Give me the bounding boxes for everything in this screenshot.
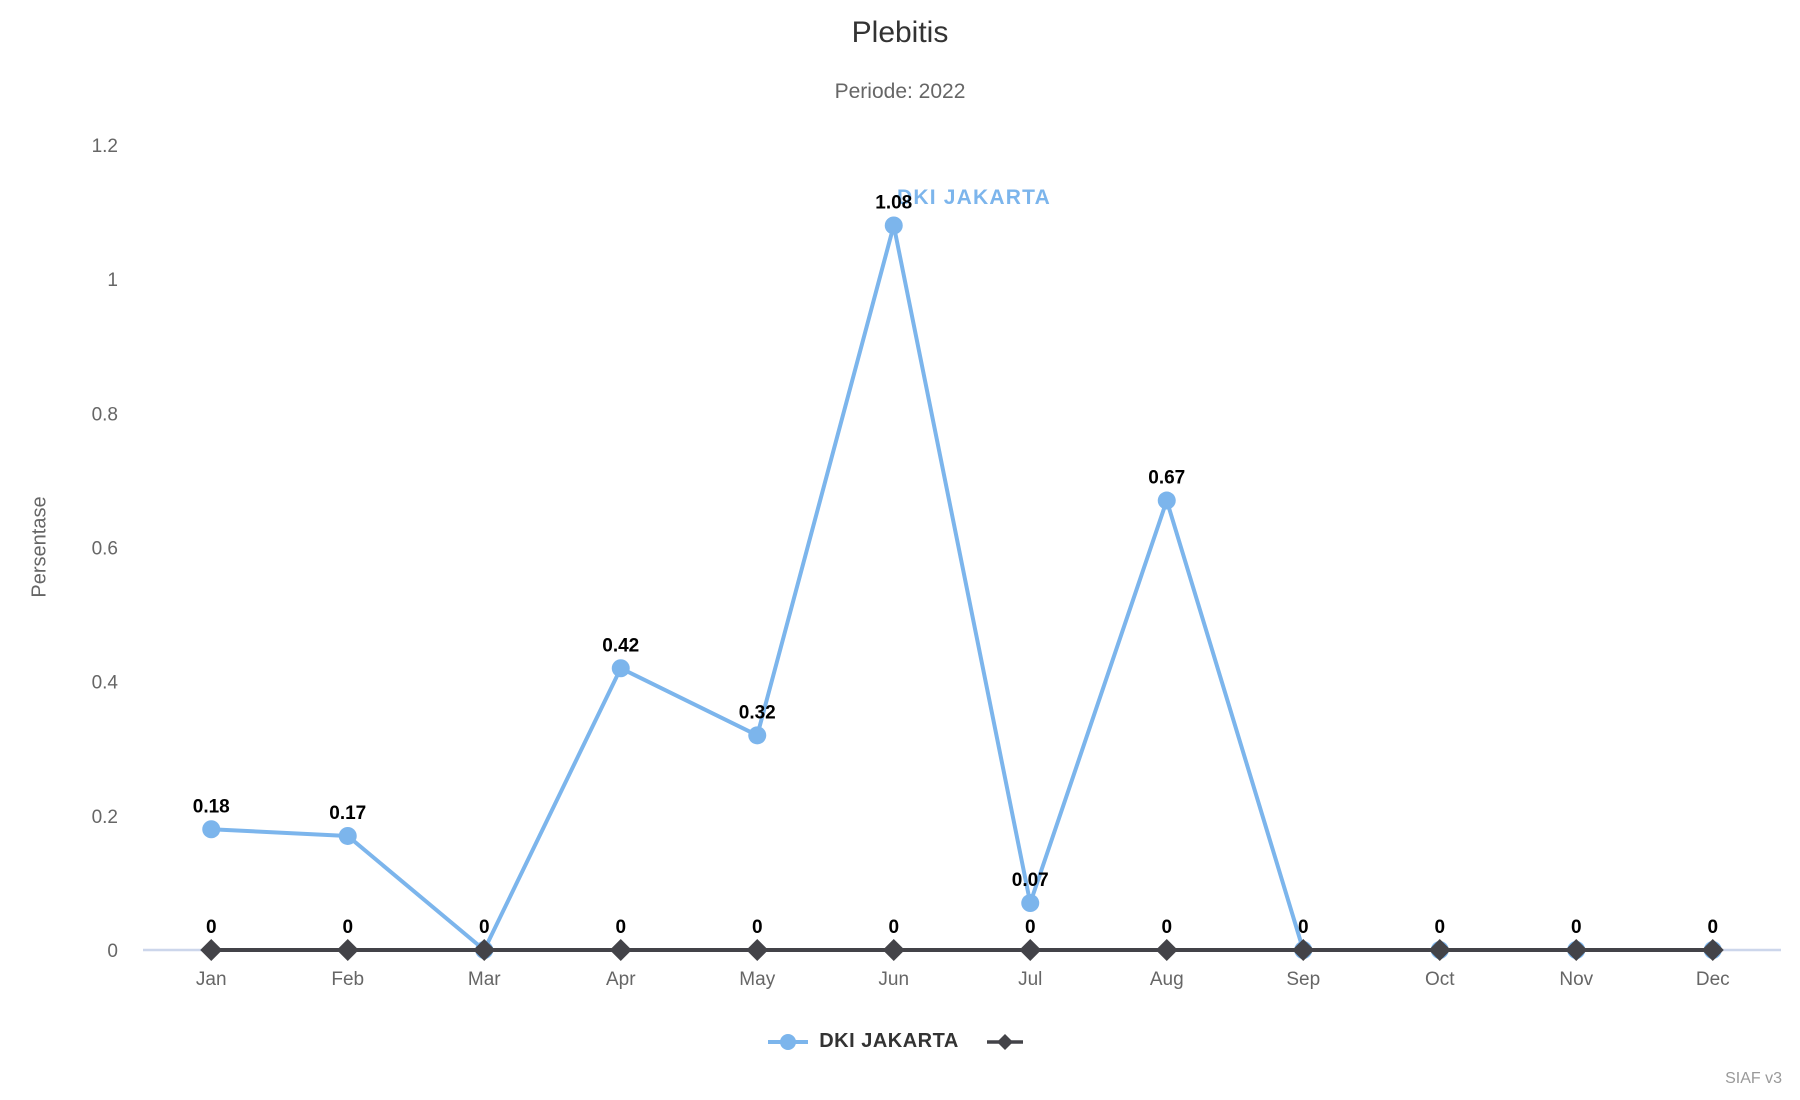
data-label: 0.32 <box>739 702 776 723</box>
data-label: 0 <box>888 917 899 938</box>
y-tick-label: 0.8 <box>92 404 118 425</box>
x-tick-label: Apr <box>606 969 636 990</box>
x-tick-label: Mar <box>468 969 501 990</box>
data-point-marker-diamond[interactable] <box>1428 939 1451 961</box>
data-point-marker-diamond[interactable] <box>473 939 496 961</box>
data-point-marker-circle[interactable] <box>884 216 903 235</box>
data-label: 0 <box>206 917 217 938</box>
data-point-marker-diamond[interactable] <box>1565 939 1588 961</box>
data-label: 0 <box>1571 917 1582 938</box>
x-tick-label: Nov <box>1559 969 1593 990</box>
data-point-marker-circle[interactable] <box>1021 894 1040 913</box>
legend: DKI JAKARTA <box>0 1030 1800 1053</box>
data-label: 0 <box>342 917 353 938</box>
data-point-marker-diamond[interactable] <box>609 939 632 961</box>
data-point-marker-circle[interactable] <box>338 826 357 845</box>
x-tick-label: Jan <box>196 969 227 990</box>
y-tick-label: 1 <box>107 270 118 291</box>
x-tick-label: May <box>739 969 775 990</box>
data-point-marker-circle[interactable] <box>748 726 767 745</box>
y-tick-label: 0.2 <box>92 807 118 828</box>
data-label: 0.67 <box>1148 468 1185 489</box>
data-label: 0 <box>615 917 626 938</box>
data-point-marker-circle[interactable] <box>202 820 221 839</box>
legend-marker-circle-icon <box>768 1033 809 1050</box>
chart-title: Plebitis <box>851 16 949 49</box>
y-tick-label: 0 <box>107 941 118 962</box>
x-tick-label: Jun <box>878 969 909 990</box>
data-label: 0.42 <box>602 635 639 656</box>
data-label: 1.08 <box>875 193 912 214</box>
data-point-marker-diamond[interactable] <box>336 939 359 961</box>
data-point-marker-diamond[interactable] <box>1019 939 1042 961</box>
data-point-marker-circle[interactable] <box>1157 491 1176 510</box>
y-tick-label: 0.6 <box>92 539 118 560</box>
data-label: 0 <box>1025 917 1036 938</box>
data-label: 0 <box>479 917 490 938</box>
data-label: 0 <box>1161 917 1172 938</box>
y-tick-label: 0.4 <box>92 673 119 694</box>
data-label: 0.17 <box>329 803 366 824</box>
series-line-0 <box>209 223 1715 952</box>
legend-marker-diamond-icon <box>986 1033 1023 1050</box>
x-tick-label: Oct <box>1425 969 1455 990</box>
series-floating-label: DKI JAKARTA <box>897 186 1051 209</box>
data-label: 0 <box>1298 917 1309 938</box>
data-label: 0 <box>752 917 763 938</box>
legend-item-dki-jakarta[interactable]: DKI JAKARTA <box>766 1030 959 1053</box>
x-tick-label: Jul <box>1018 969 1042 990</box>
chart-subtitle: Periode: 2022 <box>834 80 966 103</box>
data-point-marker-diamond[interactable] <box>200 939 223 961</box>
data-point-marker-circle[interactable] <box>611 659 630 678</box>
watermark: SIAF v3 <box>1725 1070 1782 1087</box>
data-point-marker-diamond[interactable] <box>1155 939 1178 961</box>
x-tick-label: Feb <box>331 969 364 990</box>
data-point-marker-diamond[interactable] <box>746 939 769 961</box>
x-tick-label: Aug <box>1150 969 1184 990</box>
legend-label-dki-jakarta: DKI JAKARTA <box>819 1030 959 1052</box>
x-tick-label: Sep <box>1286 969 1320 990</box>
data-point-marker-diamond[interactable] <box>882 939 905 961</box>
x-tick-label: Dec <box>1696 969 1730 990</box>
data-point-marker-diamond[interactable] <box>1292 939 1315 961</box>
y-tick-label: 1.2 <box>92 136 118 157</box>
legend-item-series-2[interactable] <box>985 1031 1034 1053</box>
data-label: 0.07 <box>1012 870 1049 891</box>
data-label: 0 <box>1434 917 1445 938</box>
data-label: 0.18 <box>193 796 230 817</box>
data-point-marker-diamond[interactable] <box>1701 939 1724 961</box>
data-label: 0 <box>1707 917 1718 938</box>
